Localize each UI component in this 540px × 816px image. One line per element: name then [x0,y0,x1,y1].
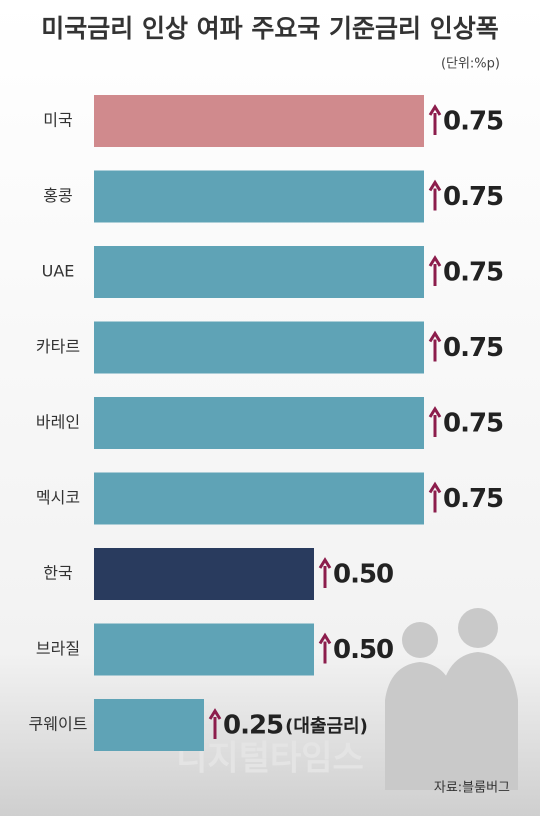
bar [94,170,424,223]
bar [94,472,424,525]
category-label: 바레인 [36,413,80,432]
arrow-icon [428,179,442,211]
category-label: 홍콩 [43,186,72,205]
source: 자료:블룸버그 [434,781,510,796]
arrow-icon [428,406,442,437]
value-label: 0.75 [443,258,503,288]
bar [94,95,424,147]
bar [94,699,204,751]
value-label: 0.25 [223,711,283,741]
watermark: 디지털타임스 [176,739,364,779]
value-label: 0.50 [333,635,393,665]
value-label: 0.75 [443,484,503,514]
value-label: 0.75 [443,409,503,439]
bar [94,623,314,676]
arrow-icon [428,255,442,286]
chart-title: 미국금리 인상 여파 주요국 기준금리 인상폭 [41,14,499,43]
category-label: 쿠웨이트 [29,715,88,734]
bar [94,397,424,449]
arrow-icon [428,481,442,513]
value-label: 0.75 [443,107,503,137]
arrow-icon [428,104,442,135]
value-label: 0.75 [443,333,503,363]
category-label: 미국 [43,111,72,130]
arrow-icon [318,632,332,664]
bar [94,246,424,298]
category-label: 멕시코 [36,488,80,507]
category-label: 한국 [43,564,72,583]
bar [94,548,314,600]
category-label: UAE [42,262,75,281]
unit-label: (단위:%p) [441,57,500,72]
arrow-icon [208,708,222,739]
annotation: (대출금리) [285,716,368,737]
value-label: 0.75 [443,182,503,212]
bar [94,321,424,374]
arrow-icon [428,330,442,362]
arrow-icon [318,557,332,588]
people-silhouette [385,608,518,790]
category-label: 브라질 [36,639,80,658]
category-label: 카타르 [36,337,80,356]
value-label: 0.50 [333,560,393,590]
